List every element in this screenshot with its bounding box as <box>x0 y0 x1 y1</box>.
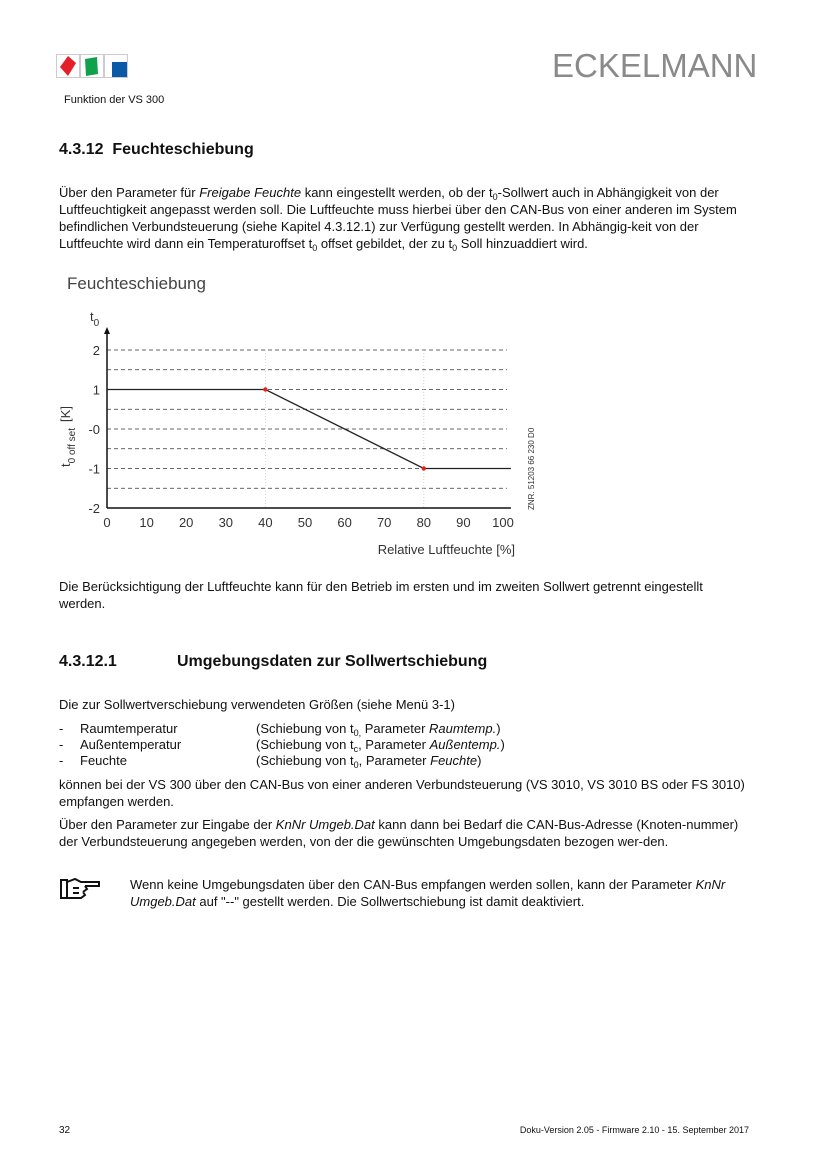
chart-title: Feuchteschiebung <box>67 274 206 293</box>
item-name: Raumtemperatur <box>80 721 178 736</box>
x-tick-label: 30 <box>219 515 233 530</box>
item-description: (Schiebung von tc, Parameter Außentemp.) <box>256 737 505 754</box>
param-name: Freigabe Feuchte <box>199 185 302 200</box>
subscript: 0 <box>452 243 458 253</box>
bullet: - <box>59 737 64 752</box>
x-tick-label: 10 <box>139 515 153 530</box>
x-tick-label: 60 <box>337 515 351 530</box>
text: kann eingestellt werden, ob der t <box>301 185 493 200</box>
chart-container: 0 10 20 30 40 50 60 70 80 90 100 2 1 -0 -1 -2 t0 t0 off… <box>0 302 749 564</box>
page-content: 4.3.12 Feuchteschiebung Über den Paramet… <box>58 140 749 910</box>
y-axis-arrow <box>104 327 110 334</box>
x-tick-label: 40 <box>258 515 272 530</box>
subsection-heading: 4.3.12.1 Umgebungsdaten zur Sollwertschi… <box>59 652 749 672</box>
bullet: - <box>59 753 64 768</box>
brand-name: ECKELMANN <box>552 47 758 84</box>
section-number: 4.3.12 <box>59 141 104 158</box>
intro-paragraph: Über den Parameter für Freigabe Feuchte … <box>59 184 749 253</box>
series-line <box>107 388 511 470</box>
y-axis-label: t0 off set[K] <box>58 406 78 467</box>
after-chart-paragraph: Die Berücksichtigung der Luftfeuchte kan… <box>59 579 703 611</box>
note-text: Wenn keine Umgebungsdaten über den CAN-B… <box>130 877 726 909</box>
x-tick-label: 20 <box>179 515 193 530</box>
item-description: (Schiebung von t0, Parameter Feuchte) <box>256 753 482 770</box>
pointing-hand-icon <box>60 877 100 899</box>
section-title: Feuchteschiebung <box>112 141 254 158</box>
drawing-number: ZNR. 51203 66 230 D0 <box>527 427 536 510</box>
y-tick-label: -2 <box>88 501 100 516</box>
item-name: Feuchte <box>80 753 127 768</box>
receive-paragraph: können bei der VS 300 über den CAN-Bus v… <box>59 777 745 809</box>
list-item: - Feuchte (Schiebung von t0, Parameter F… <box>59 753 749 770</box>
y-tick-label: 2 <box>93 343 100 358</box>
text: Soll hinzuaddiert wird. <box>457 236 588 251</box>
breakpoint-marker <box>263 387 268 392</box>
y-axis-top-label: t0 <box>90 309 100 329</box>
x-axis-label: Relative Luftfeuchte [%] <box>378 542 515 557</box>
data-source-list: - Raumtemperatur (Schiebung von t0, Para… <box>59 721 749 770</box>
header-subtitle: Funktion der VS 300 <box>64 94 165 106</box>
x-tick-label: 0 <box>103 515 110 530</box>
text: offset gebildet, der zu t <box>317 236 453 251</box>
x-tick-label: 80 <box>417 515 431 530</box>
item-description: (Schiebung von t0, Parameter Raumtemp.) <box>256 721 501 738</box>
subsection-lead: Die zur Sollwertverschiebung verwendeten… <box>59 697 455 712</box>
item-name: Außentemperatur <box>80 737 182 752</box>
breakpoint-marker <box>421 466 426 471</box>
y-tick-label: -1 <box>88 462 100 477</box>
humidity-shift-chart: 0 10 20 30 40 50 60 70 80 90 100 2 1 -0 -1 -2 t0 t0 off… <box>58 309 536 557</box>
x-tick-label: 90 <box>456 515 470 530</box>
subscript: 0 <box>312 243 318 253</box>
page-number: 32 <box>59 1125 71 1136</box>
text: Über den Parameter für <box>59 185 200 200</box>
note-block: Wenn keine Umgebungsdaten über den CAN-B… <box>59 876 749 910</box>
x-tick-label: 50 <box>298 515 312 530</box>
eckelmann-logo <box>56 54 128 78</box>
list-item: - Raumtemperatur (Schiebung von t0, Para… <box>59 721 749 738</box>
doc-version: Doku-Version 2.05 - Firmware 2.10 - 15. … <box>519 1125 749 1135</box>
section-heading: 4.3.12 Feuchteschiebung <box>59 140 749 160</box>
subsection-title: Umgebungsdaten zur Sollwertschiebung <box>177 653 488 670</box>
y-tick-label: -0 <box>88 422 100 437</box>
x-tick-label: 100 <box>492 515 514 530</box>
x-tick-label: 70 <box>377 515 391 530</box>
list-item: - Außentemperatur (Schiebung von tc, Par… <box>59 737 749 754</box>
bullet: - <box>59 721 64 736</box>
subsection-number: 4.3.12.1 <box>59 653 117 670</box>
y-tick-label: 1 <box>93 383 100 398</box>
address-paragraph: Über den Parameter zur Eingabe der KnNr … <box>59 817 739 849</box>
text: -Sollwert auch in Abhängigkeit von der L… <box>59 185 737 251</box>
subscript: 0 <box>492 192 498 202</box>
